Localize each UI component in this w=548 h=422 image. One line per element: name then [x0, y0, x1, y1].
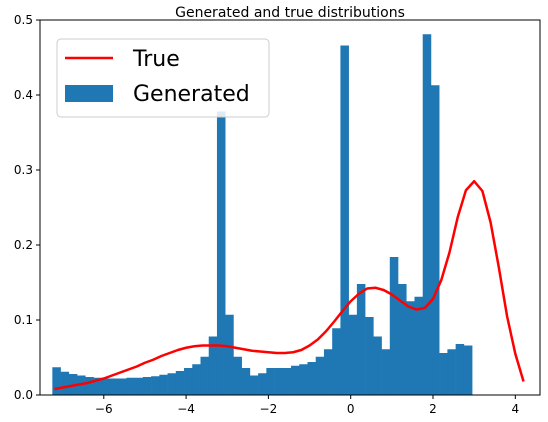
x-tick-label: 4	[511, 402, 519, 416]
y-tick-label: 0.2	[14, 238, 33, 252]
legend-true-label: True	[132, 47, 180, 72]
histogram-bar	[414, 296, 424, 395]
histogram-bar	[356, 284, 366, 395]
histogram-bar	[274, 368, 284, 395]
y-axis: 0.0 0.1 0.2 0.3 0.4 0.5	[14, 13, 40, 402]
histogram-bar	[192, 364, 201, 395]
histogram-bar	[373, 336, 382, 395]
histogram-bar	[249, 375, 259, 395]
axes-frame	[39, 19, 541, 396]
histogram-bar	[365, 317, 374, 395]
histogram-bar	[340, 45, 349, 395]
legend-generated-swatch	[65, 85, 113, 102]
legend: True Generated	[56, 38, 270, 118]
histogram-bar	[406, 301, 415, 395]
chart-title: Generated and true distributions	[175, 5, 405, 21]
histogram-bar	[307, 362, 317, 395]
x-axis: −6 −4 −2 0 2 4	[95, 395, 519, 416]
y-tick-label: 0.3	[14, 163, 33, 177]
legend-generated-label: Generated	[133, 82, 250, 107]
y-tick-label: 0.5	[14, 13, 33, 27]
histogram-bar	[101, 378, 111, 395]
y-tick-label: 0.0	[14, 388, 33, 402]
histogram-bar	[167, 373, 177, 395]
x-tick-label: 0	[347, 402, 355, 416]
histogram-bar	[455, 344, 465, 395]
histogram-bar	[52, 367, 61, 395]
histogram-bar	[439, 353, 448, 395]
histogram-bar	[134, 377, 144, 395]
histogram-bar	[422, 34, 432, 395]
histogram-bar	[60, 371, 70, 395]
histogram-bar	[332, 328, 341, 395]
histogram-bar	[381, 349, 391, 395]
histogram-bar	[200, 356, 210, 395]
histogram-bars	[52, 34, 473, 395]
histogram-bar	[151, 376, 160, 395]
histogram-bar	[216, 111, 226, 395]
histogram-bar	[348, 314, 358, 395]
histogram-bar	[315, 356, 325, 395]
histogram-bar	[430, 85, 440, 395]
histogram-bar	[118, 378, 127, 395]
histogram-bar	[241, 368, 251, 395]
y-tick-label: 0.1	[14, 313, 33, 327]
histogram-bar	[233, 356, 242, 395]
histogram-bar	[208, 336, 218, 395]
x-tick-label: −6	[95, 402, 113, 416]
histogram-bar	[184, 368, 193, 395]
histogram-bar	[291, 365, 300, 395]
histogram-bar	[389, 257, 399, 395]
histogram-bar	[447, 349, 456, 395]
histogram-bar	[323, 349, 333, 395]
histogram-bar	[109, 378, 119, 395]
true-distribution-line	[54, 180, 525, 391]
histogram-bar	[282, 368, 292, 395]
histogram-bar	[225, 314, 234, 395]
histogram-bar	[159, 374, 168, 395]
histogram-bar	[266, 368, 275, 395]
x-tick-label: −2	[260, 402, 278, 416]
histogram-bar	[398, 284, 407, 395]
histogram-bar	[463, 345, 473, 395]
histogram-bar	[93, 377, 103, 395]
y-tick-label: 0.4	[14, 88, 33, 102]
histogram-bar	[126, 377, 135, 395]
histogram-bar	[299, 364, 308, 395]
x-tick-label: −4	[177, 402, 195, 416]
histogram-bar	[258, 373, 267, 395]
x-tick-label: 2	[429, 402, 437, 416]
histogram-bar	[85, 377, 94, 395]
histogram-bar	[175, 371, 185, 395]
histogram-bar	[142, 377, 152, 395]
